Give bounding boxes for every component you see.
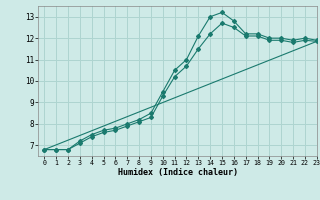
X-axis label: Humidex (Indice chaleur): Humidex (Indice chaleur) xyxy=(118,168,238,177)
